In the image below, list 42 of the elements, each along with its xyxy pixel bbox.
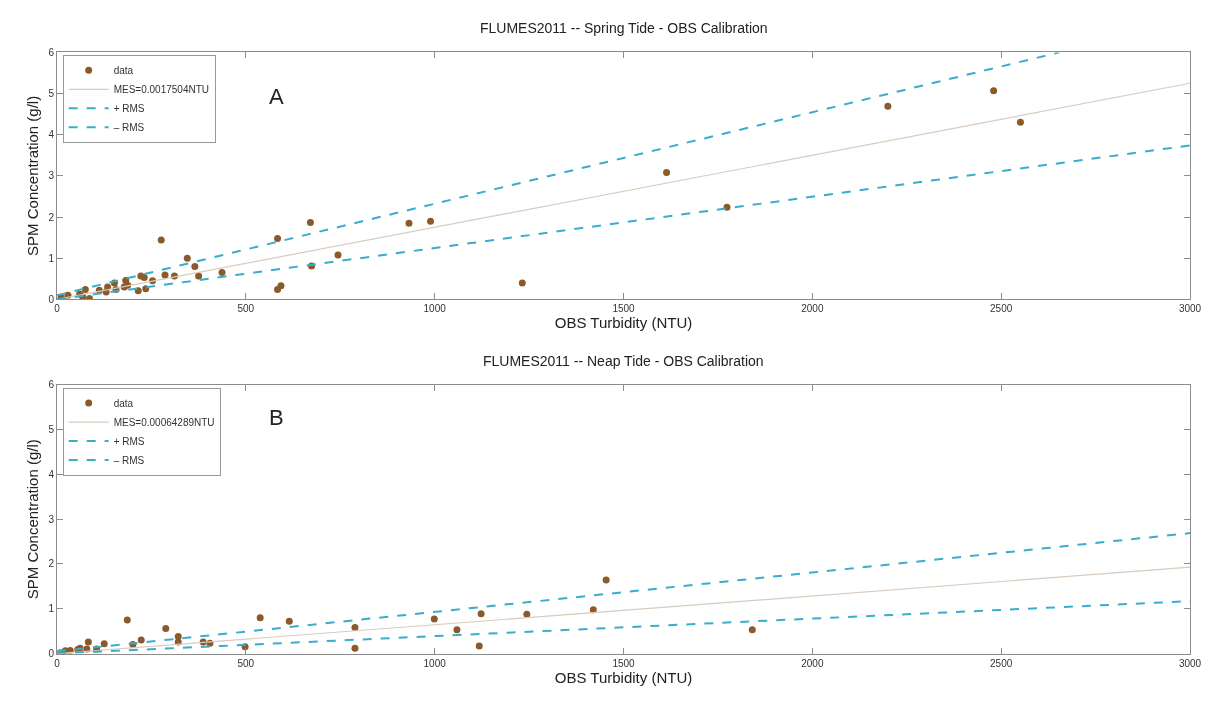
legend-label: MES=0.0017504NTU [113, 84, 210, 96]
x-axis-title: OBS Turbidity (NTU) [554, 668, 693, 686]
x-tick-label: 1500 [612, 303, 636, 315]
x-tick-label: 2000 [801, 657, 824, 669]
legend-label: + RMS [113, 436, 145, 448]
legend-label: + RMS [113, 103, 145, 115]
x-tick-label: 500 [237, 303, 255, 315]
y-tick-label: 1 [48, 252, 55, 264]
x-tick-label: 500 [237, 657, 255, 669]
y-tick-label: 2 [48, 211, 55, 223]
y-tick-label: 0 [48, 293, 55, 305]
x-tick-label: 2500 [990, 657, 1013, 669]
legend-label: – RMS [113, 122, 145, 134]
x-axis-title: OBS Turbidity (NTU) [554, 314, 693, 332]
legend-label: data [113, 398, 134, 410]
y-tick-label: 5 [48, 424, 55, 436]
chart-title: FLUMES2011 -- Spring Tide - OBS Calibration [480, 20, 768, 36]
x-tick-label: 3000 [1178, 657, 1202, 669]
y-tick-label: 0 [48, 648, 55, 660]
y-axis-title: SPM Concentration (g/l) [23, 95, 41, 256]
x-tick-label: 1000 [423, 303, 447, 315]
x-tick-label: 2500 [990, 303, 1013, 315]
y-tick-label: 2 [48, 558, 55, 570]
y-tick-label: 5 [48, 88, 55, 100]
x-tick-label: 1500 [612, 657, 636, 669]
x-tick-label: 3000 [1178, 303, 1202, 315]
legend-label: MES=0.00064289NTU [113, 417, 215, 429]
y-tick-label: 3 [48, 170, 55, 182]
legend-label: – RMS [113, 455, 145, 467]
x-tick-label: 2000 [801, 303, 824, 315]
legend-label: data [113, 65, 134, 77]
y-tick-label: 4 [48, 129, 55, 141]
x-tick-label: 1000 [423, 657, 447, 669]
chart-title: FLUMES2011 -- Neap Tide - OBS Calibration [483, 353, 764, 369]
y-tick-label: 6 [48, 46, 55, 58]
y-tick-label: 4 [48, 468, 55, 480]
y-tick-label: 3 [48, 513, 55, 525]
y-tick-label: 6 [48, 379, 55, 391]
y-tick-label: 1 [48, 603, 55, 615]
y-axis-title: SPM Concentration (g/l) [23, 439, 41, 600]
annotation: A [269, 84, 284, 109]
annotation: B [269, 405, 284, 430]
